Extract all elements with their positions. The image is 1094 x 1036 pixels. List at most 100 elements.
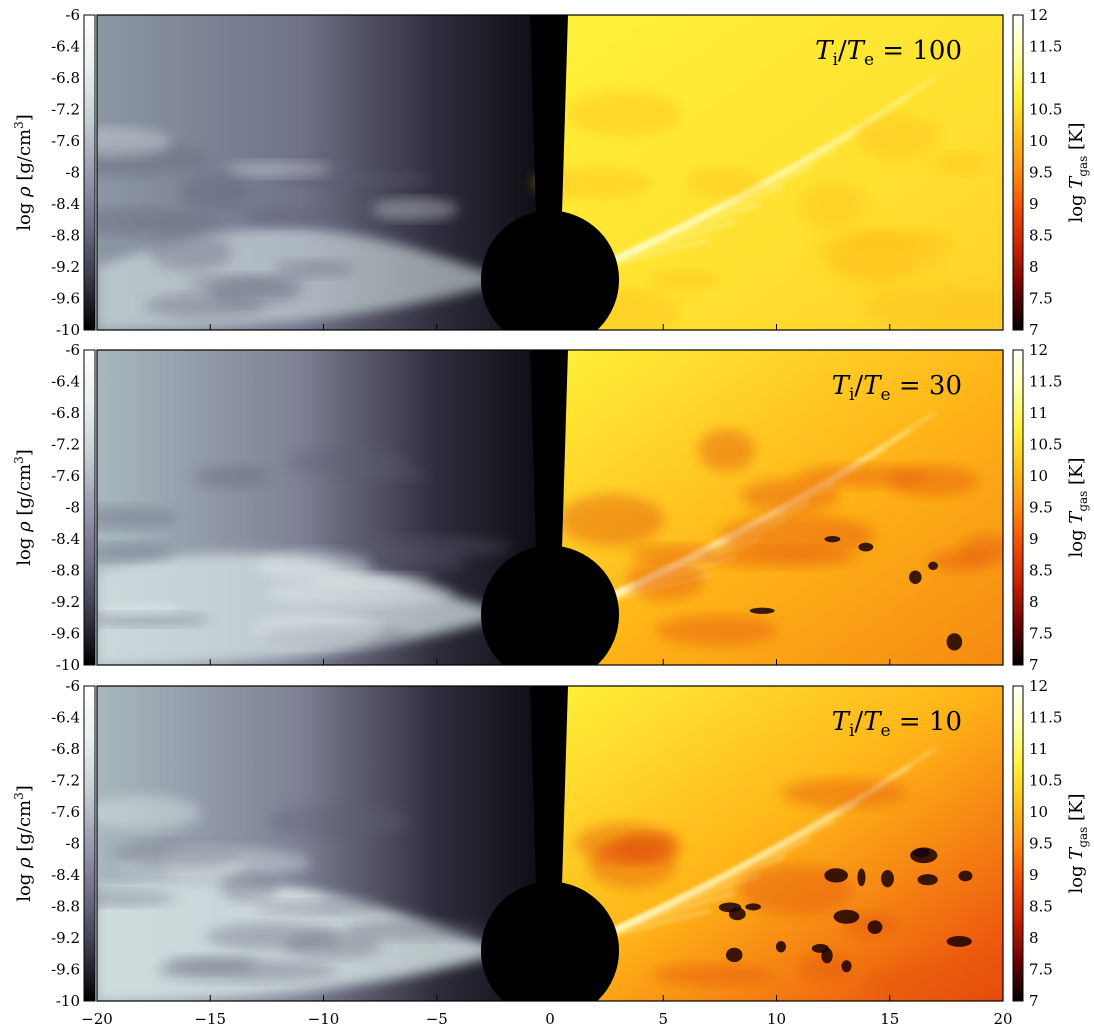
temperature-tick-label: 11 (1029, 69, 1048, 87)
temperature-tick-label: 7.5 (1029, 625, 1053, 643)
cold-clump (946, 633, 963, 651)
density-tick-label: -9.6 (51, 625, 80, 643)
density-tick-label: -8.8 (51, 562, 80, 580)
temperature-swirl (566, 90, 682, 137)
temperature-swirl (558, 494, 665, 546)
density-wisp (344, 920, 490, 941)
temperature-swirl (929, 549, 990, 572)
cold-clump (749, 607, 775, 614)
temperature-swirl (588, 842, 676, 888)
density-wisp (186, 274, 308, 293)
cold-clump (824, 868, 848, 883)
temperature-tick-label: 7 (1029, 321, 1039, 339)
temperature-tick-label: 10.5 (1029, 772, 1062, 790)
density-wisp (177, 174, 250, 209)
density-tick-label: -9.2 (51, 593, 80, 611)
cold-clump (725, 947, 743, 963)
x-tick-label: −5 (426, 1010, 448, 1028)
cold-clump (821, 947, 833, 964)
temperature-swirl (863, 284, 1003, 330)
temperature-tick-label: 12 (1029, 6, 1048, 24)
x-tick-label: −20 (81, 1010, 113, 1028)
density-tick-label: -7.6 (51, 132, 80, 150)
density-tick-label: -8.4 (51, 530, 80, 548)
temperature-swirl (799, 953, 852, 982)
density-wisp (226, 161, 333, 178)
temperature-swirl (697, 428, 756, 472)
temperature-colorbar-label: log Tgas [K] (1066, 793, 1090, 893)
temperature-tick-label: 7.5 (1029, 961, 1053, 979)
density-colorbar (83, 349, 96, 666)
density-tick-label: -8.8 (51, 898, 80, 916)
temperature-swirl (861, 962, 1003, 1001)
x-tick-label: −10 (308, 1010, 340, 1028)
density-wisp (193, 464, 269, 489)
density-wisp (245, 209, 322, 227)
black-hole (480, 210, 620, 330)
temperature-tick-label: 7 (1029, 656, 1039, 674)
density-wisp (327, 535, 512, 558)
density-colorbar-label: log ρ [g/cm3] (12, 785, 35, 902)
x-tick-label: 15 (880, 1010, 899, 1028)
temperature-tick-label: 11 (1029, 740, 1048, 758)
cold-clump (909, 570, 922, 585)
temperature-tick-label: 12 (1029, 341, 1048, 359)
panel-annotation: Ti/Te = 100 (815, 36, 962, 70)
density-tick-label: -8.4 (51, 866, 80, 884)
panel-2: -6 -6.4 -6.8 -7.2 -7.6 -8 -8.4 -8.8 -9.2 -9.6 -10 1… (12, 341, 1090, 674)
temperature-tick-label: 8 (1029, 929, 1039, 947)
temperature-swirl (817, 228, 947, 277)
temperature-swirl (652, 964, 775, 986)
panel-annotation: Ti/Te = 30 (832, 371, 962, 405)
density-colorbar-label: log ρ [g/cm3] (12, 449, 35, 566)
cold-clump (881, 869, 894, 888)
cold-clump (824, 535, 841, 543)
temperature-tick-label: 8.5 (1029, 562, 1053, 580)
density-tick-label: -10 (56, 321, 80, 339)
black-hole (480, 881, 620, 1001)
temperature-swirl (800, 183, 866, 228)
temperature-tick-label: 11.5 (1029, 709, 1062, 727)
cold-clump (867, 920, 883, 934)
density-wisp (219, 874, 280, 902)
temperature-tick-label: 7 (1029, 992, 1039, 1010)
temperature-tick-label: 11.5 (1029, 38, 1062, 56)
panel-3: -6 -6.4 -6.8 -7.2 -7.6 -8 -8.4 -8.8 -9.2 -9.6 -10 1… (12, 677, 1090, 1010)
cold-clump (775, 940, 786, 953)
density-wisp (252, 899, 382, 915)
density-wisp (372, 198, 459, 221)
density-tick-label: -7.6 (51, 803, 80, 821)
cold-clump (858, 542, 874, 552)
temperature-colorbar (1012, 349, 1024, 666)
density-tick-label: -7.2 (51, 101, 80, 119)
density-tick-label: -9.2 (51, 258, 80, 276)
density-wisp (111, 841, 245, 868)
density-tick-label: -6.8 (51, 404, 80, 422)
cold-clump (857, 868, 866, 887)
temperature-tick-label: 11.5 (1029, 373, 1062, 391)
temperature-swirl (719, 514, 876, 557)
temperature-swirl (738, 864, 852, 915)
density-wisp (97, 207, 215, 235)
temperature-colorbar (1012, 14, 1024, 331)
density-wisp (97, 128, 172, 157)
temperature-tick-label: 7.5 (1029, 290, 1053, 308)
temperature-swirl (781, 778, 908, 809)
temperature-tick-label: 10 (1029, 467, 1048, 485)
temperature-swirl (699, 547, 858, 568)
density-tick-label: -9.6 (51, 290, 80, 308)
cold-clump (841, 960, 852, 973)
density-wisp (97, 543, 174, 562)
density-colorbar-label: log ρ [g/cm3] (12, 114, 35, 231)
panel-annotation: Ti/Te = 10 (832, 707, 962, 741)
temperature-tick-label: 10 (1029, 132, 1048, 150)
density-wisp (97, 890, 177, 907)
temperature-swirl (933, 152, 987, 175)
density-tick-label: -8.8 (51, 227, 80, 245)
density-wisp (144, 293, 266, 318)
density-tick-label: -9.2 (51, 929, 80, 947)
density-wisp (252, 613, 383, 648)
temperature-swirl (685, 167, 762, 198)
temperature-tick-label: 10.5 (1029, 436, 1062, 454)
